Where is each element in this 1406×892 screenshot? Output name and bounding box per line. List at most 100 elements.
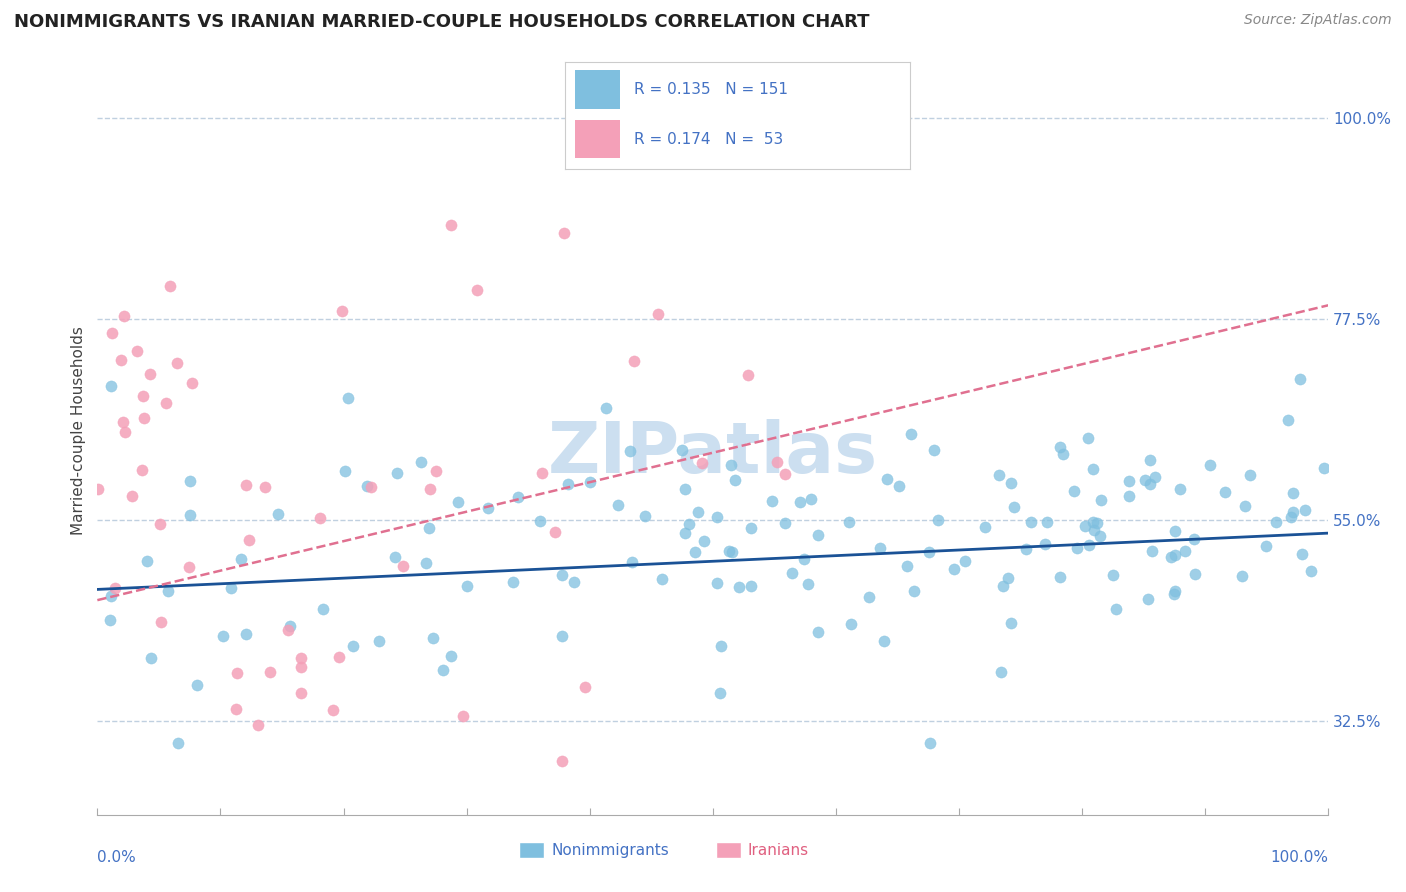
- Point: [1277, 413, 1299, 427]
- Point: [1184, 566, 1206, 581]
- Point: [166, 356, 188, 370]
- Point: [1049, 570, 1071, 584]
- Point: [740, 521, 762, 535]
- Point: [623, 354, 645, 368]
- Point: [988, 467, 1011, 482]
- Point: [724, 473, 747, 487]
- Point: [1087, 516, 1109, 530]
- Point: [737, 368, 759, 382]
- Point: [789, 494, 811, 508]
- Point: [671, 443, 693, 458]
- Point: [181, 376, 204, 391]
- Point: [211, 629, 233, 643]
- Point: [1004, 500, 1026, 514]
- Point: [465, 283, 488, 297]
- Point: [551, 568, 574, 582]
- Point: [179, 474, 201, 488]
- Point: [651, 572, 673, 586]
- Point: [1168, 482, 1191, 496]
- Point: [1019, 516, 1042, 530]
- Point: [673, 482, 696, 496]
- Point: [415, 556, 437, 570]
- Point: [1133, 473, 1156, 487]
- Point: [896, 559, 918, 574]
- Point: [392, 558, 415, 573]
- Point: [839, 616, 862, 631]
- Point: [1077, 538, 1099, 552]
- Point: [1015, 541, 1038, 556]
- Point: [1033, 537, 1056, 551]
- Point: [1291, 547, 1313, 561]
- Point: [1213, 485, 1236, 500]
- Point: [1160, 550, 1182, 565]
- Point: [309, 511, 332, 525]
- Point: [149, 516, 172, 531]
- Point: [1199, 458, 1222, 473]
- Point: [131, 389, 153, 403]
- Point: [290, 650, 312, 665]
- Point: [112, 310, 135, 324]
- Point: [692, 533, 714, 548]
- Point: [277, 623, 299, 637]
- Point: [114, 425, 136, 439]
- Point: [551, 629, 574, 643]
- Point: [155, 395, 177, 409]
- Point: [1281, 486, 1303, 500]
- Point: [807, 528, 830, 542]
- Point: [1105, 602, 1128, 616]
- Point: [167, 736, 190, 750]
- Point: [367, 634, 389, 648]
- Point: [706, 575, 728, 590]
- Point: [226, 666, 249, 681]
- Point: [858, 590, 880, 604]
- Point: [418, 521, 440, 535]
- Point: [502, 574, 524, 589]
- Point: [333, 464, 356, 478]
- Point: [247, 718, 270, 732]
- Point: [149, 615, 172, 629]
- Point: [766, 455, 789, 469]
- Point: [159, 279, 181, 293]
- Point: [872, 633, 894, 648]
- Text: 0.0%: 0.0%: [97, 850, 136, 865]
- Point: [1083, 523, 1105, 537]
- Point: [1083, 515, 1105, 529]
- Point: [139, 650, 162, 665]
- Point: [508, 490, 530, 504]
- Point: [100, 378, 122, 392]
- Point: [887, 478, 910, 492]
- Point: [728, 580, 751, 594]
- Point: [312, 601, 335, 615]
- Point: [1288, 372, 1310, 386]
- Point: [1118, 489, 1140, 503]
- Point: [1164, 548, 1187, 562]
- Point: [903, 584, 925, 599]
- Y-axis label: Married-couple Households: Married-couple Households: [72, 326, 86, 535]
- Point: [132, 411, 155, 425]
- Point: [553, 227, 575, 241]
- Point: [780, 566, 803, 580]
- Point: [710, 639, 733, 653]
- Point: [927, 513, 949, 527]
- Point: [557, 477, 579, 491]
- Point: [110, 353, 132, 368]
- Point: [918, 736, 941, 750]
- Point: [943, 562, 966, 576]
- Point: [156, 583, 179, 598]
- Point: [225, 702, 247, 716]
- Point: [1164, 584, 1187, 599]
- Point: [1233, 499, 1256, 513]
- Point: [336, 391, 359, 405]
- Point: [356, 479, 378, 493]
- Point: [131, 463, 153, 477]
- Point: [177, 560, 200, 574]
- Point: [531, 467, 554, 481]
- Point: [432, 663, 454, 677]
- Point: [918, 545, 941, 559]
- Point: [620, 555, 643, 569]
- Point: [1118, 474, 1140, 488]
- Point: [235, 626, 257, 640]
- Point: [360, 480, 382, 494]
- Point: [869, 541, 891, 556]
- Point: [807, 624, 830, 639]
